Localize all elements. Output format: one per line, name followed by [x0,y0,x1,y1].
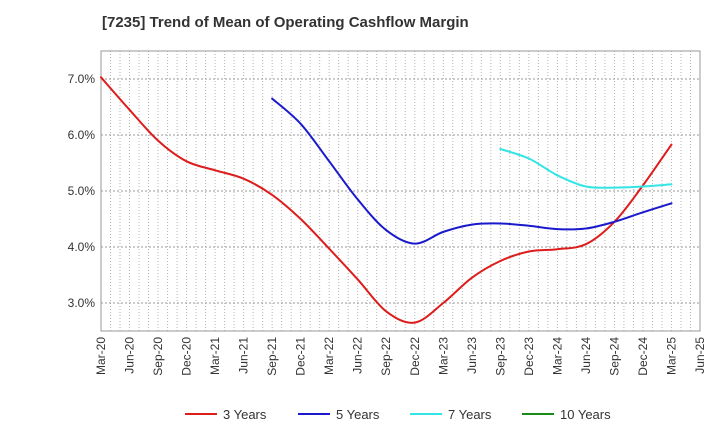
legend: 3 Years 5 Years 7 Years 10 Years [185,407,611,422]
x-tick-label: Mar-25 [664,337,678,375]
x-tick-label: Sep-23 [493,337,507,376]
x-tick-label: Sep-21 [265,337,279,376]
x-tick-label: Jun-24 [579,337,593,374]
legend-label: 7 Years [448,407,492,422]
y-tick-label: 6.0% [68,128,96,142]
x-tick-label: Sep-20 [151,337,165,376]
y-tick-label: 7.0% [68,72,96,86]
x-tick-label: Jun-20 [123,337,137,374]
plot-frame [100,50,701,332]
x-tick-label: Jun-21 [237,337,251,374]
series-lines [100,76,673,324]
x-tick-label: Jun-22 [351,337,365,374]
y-axis: 3.0% 4.0% 5.0% 6.0% 7.0% [68,72,96,310]
legend-label: 5 Years [336,407,380,422]
x-tick-label: Mar-23 [436,337,450,375]
x-tick-label: Sep-22 [379,337,393,376]
x-axis: Mar-20 Jun-20 Sep-20 Dec-20 Mar-21 Jun-21 Sep-… [94,337,707,376]
x-tick-label: Mar-22 [322,337,336,375]
x-tick-label: Jun-25 [693,337,707,374]
x-tick-label: Sep-24 [607,337,621,376]
series-line-3 [499,148,673,189]
plot-background [101,51,700,331]
x-tick-label: Dec-23 [522,337,536,376]
legend-label: 10 Years [560,407,611,422]
y-tick-label: 3.0% [68,296,96,310]
chart-title: [7235] Trend of Mean of Operating Cashfl… [102,14,469,31]
x-tick-label: Mar-21 [208,337,222,375]
x-tick-label: Dec-24 [636,337,650,376]
x-tick-label: Dec-20 [180,337,194,376]
series-line-1 [100,76,673,324]
x-tick-label: Mar-24 [550,337,564,375]
legend-label: 3 Years [223,407,267,422]
x-tick-label: Mar-20 [94,337,108,375]
x-tick-label: Jun-23 [465,337,479,374]
y-tick-label: 4.0% [68,240,96,254]
y-tick-label: 5.0% [68,184,96,198]
x-tick-label: Dec-22 [408,337,422,376]
series-line-2 [271,97,673,245]
x-tick-label: Dec-21 [294,337,308,376]
